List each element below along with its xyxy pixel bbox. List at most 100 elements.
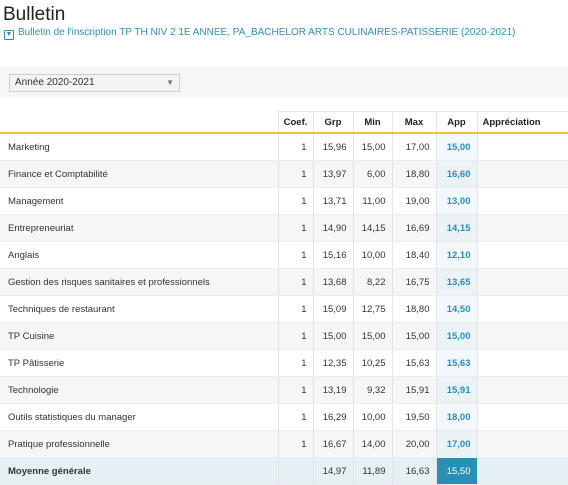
coef-cell: 1 <box>278 322 314 350</box>
table-row: Entrepreneuriat 1 14,90 14,15 16,69 14,15 <box>0 214 568 242</box>
page-header: Bulletin ▼ Bulletin de l'inscription TP T… <box>0 0 568 46</box>
bulletin-subtitle[interactable]: Bulletin de l'inscription TP TH NIV 2 1E… <box>18 27 516 38</box>
bulletin-toggle-link[interactable]: ▼ Bulletin de l'inscription TP TH NIV 2 1… <box>4 27 515 40</box>
app-cell: 12,10 <box>436 241 478 269</box>
app-cell: 17,00 <box>436 430 478 458</box>
app-cell: 15,00 <box>436 133 478 161</box>
app-cell: 15,91 <box>436 376 478 404</box>
table-row: Management 1 13,71 11,00 19,00 13,00 <box>0 187 568 215</box>
table-row: Outils statistiques du manager 1 16,29 10,0… <box>0 403 568 431</box>
subject-cell: Marketing <box>0 133 279 161</box>
table-header-row: Coef. Grp Min Max App Appréciation <box>0 111 568 134</box>
table-row: Anglais 1 15,16 10,00 18,40 12,10 <box>0 241 568 269</box>
coef-cell: 1 <box>278 241 314 269</box>
max-cell: 15,91 <box>392 376 437 404</box>
chevron-down-icon: ▼ <box>166 78 174 87</box>
subject-cell: Pratique professionnelle <box>0 430 279 458</box>
header-coef[interactable]: Coef. <box>277 111 314 134</box>
grp-cell: 13,71 <box>313 187 354 215</box>
subject-cell: Entrepreneuriat <box>0 214 279 242</box>
max-cell: 18,40 <box>392 241 437 269</box>
grp-cell: 13,97 <box>313 160 354 188</box>
header-app[interactable]: App <box>435 111 478 134</box>
coef-cell: 1 <box>278 430 314 458</box>
min-cell: 10,00 <box>353 241 393 269</box>
appreciation-cell <box>477 376 568 404</box>
max-cell: 16,75 <box>392 268 437 296</box>
header-max[interactable]: Max <box>391 111 437 134</box>
table-row: Pratique professionnelle 1 16,67 14,00 20,00… <box>0 430 568 458</box>
max-cell: 17,00 <box>392 133 437 161</box>
app-cell: 18,00 <box>436 403 478 431</box>
appreciation-cell <box>477 322 568 350</box>
average-max: 16,63 <box>392 457 437 485</box>
coef-cell: 1 <box>278 187 314 215</box>
grp-cell: 12,35 <box>313 349 354 377</box>
subject-cell: Management <box>0 187 279 215</box>
app-cell: 14,50 <box>436 295 478 323</box>
app-cell: 13,65 <box>436 268 478 296</box>
min-cell: 11,00 <box>353 187 393 215</box>
header-subject <box>0 111 279 134</box>
subject-cell: Outils statistiques du manager <box>0 403 279 431</box>
app-cell: 15,00 <box>436 322 478 350</box>
subject-cell: Finance et Comptabilité <box>0 160 279 188</box>
grp-cell: 13,19 <box>313 376 354 404</box>
year-select-value: Année 2020-2021 <box>15 77 95 88</box>
grp-cell: 16,29 <box>313 403 354 431</box>
min-cell: 14,15 <box>353 214 393 242</box>
coef-cell: 1 <box>278 214 314 242</box>
expand-icon[interactable]: ▼ <box>4 30 14 40</box>
table-row: Finance et Comptabilité 1 13,97 6,00 18,80 16… <box>0 160 568 188</box>
min-cell: 15,00 <box>353 322 393 350</box>
average-row: Moyenne générale 14,97 11,89 16,63 15,50 <box>0 457 568 485</box>
average-min: 11,89 <box>353 457 393 485</box>
appreciation-cell <box>477 268 568 296</box>
appreciation-cell <box>477 430 568 458</box>
max-cell: 15,00 <box>392 322 437 350</box>
min-cell: 9,32 <box>353 376 393 404</box>
min-cell: 10,00 <box>353 403 393 431</box>
app-cell: 16,60 <box>436 160 478 188</box>
table-row: TP Pâtisserie 1 12,35 10,25 15,63 15,63 <box>0 349 568 377</box>
coef-cell: 1 <box>278 295 314 323</box>
appreciation-cell <box>477 403 568 431</box>
appreciation-cell <box>477 349 568 377</box>
grp-cell: 14,90 <box>313 214 354 242</box>
subject-cell: Gestion des risques sanitaires et profes… <box>0 268 279 296</box>
max-cell: 18,80 <box>392 160 437 188</box>
subject-cell: Techniques de restaurant <box>0 295 279 323</box>
max-cell: 15,63 <box>392 349 437 377</box>
average-label: Moyenne générale <box>0 457 279 485</box>
coef-cell: 1 <box>278 133 314 161</box>
max-cell: 19,50 <box>392 403 437 431</box>
grp-cell: 16,67 <box>313 430 354 458</box>
average-app: 15,50 <box>436 457 478 485</box>
table-row: TP Cuisine 1 15,00 15,00 15,00 15,00 <box>0 322 568 350</box>
header-appreciation[interactable]: Appréciation <box>476 111 568 134</box>
table-row: Techniques de restaurant 1 15,09 12,75 18,80… <box>0 295 568 323</box>
appreciation-cell <box>477 295 568 323</box>
grp-cell: 15,16 <box>313 241 354 269</box>
coef-cell: 1 <box>278 160 314 188</box>
header-grp[interactable]: Grp <box>312 111 354 134</box>
table-row: Marketing 1 15,96 15,00 17,00 15,00 <box>0 133 568 161</box>
header-min[interactable]: Min <box>352 111 393 134</box>
coef-cell: 1 <box>278 403 314 431</box>
app-cell: 13,00 <box>436 187 478 215</box>
grp-cell: 15,96 <box>313 133 354 161</box>
min-cell: 6,00 <box>353 160 393 188</box>
year-select[interactable]: Année 2020-2021 ▼ <box>9 74 180 92</box>
app-cell: 15,63 <box>436 349 478 377</box>
subject-cell: Anglais <box>0 241 279 269</box>
app-cell: 14,15 <box>436 214 478 242</box>
min-cell: 10,25 <box>353 349 393 377</box>
appreciation-cell <box>477 133 568 161</box>
min-cell: 14,00 <box>353 430 393 458</box>
coef-cell: 1 <box>278 268 314 296</box>
grp-cell: 15,09 <box>313 295 354 323</box>
table-row: Gestion des risques sanitaires et profes… <box>0 268 568 296</box>
average-appreciation <box>477 457 568 485</box>
appreciation-cell <box>477 187 568 215</box>
subject-cell: Technologie <box>0 376 279 404</box>
